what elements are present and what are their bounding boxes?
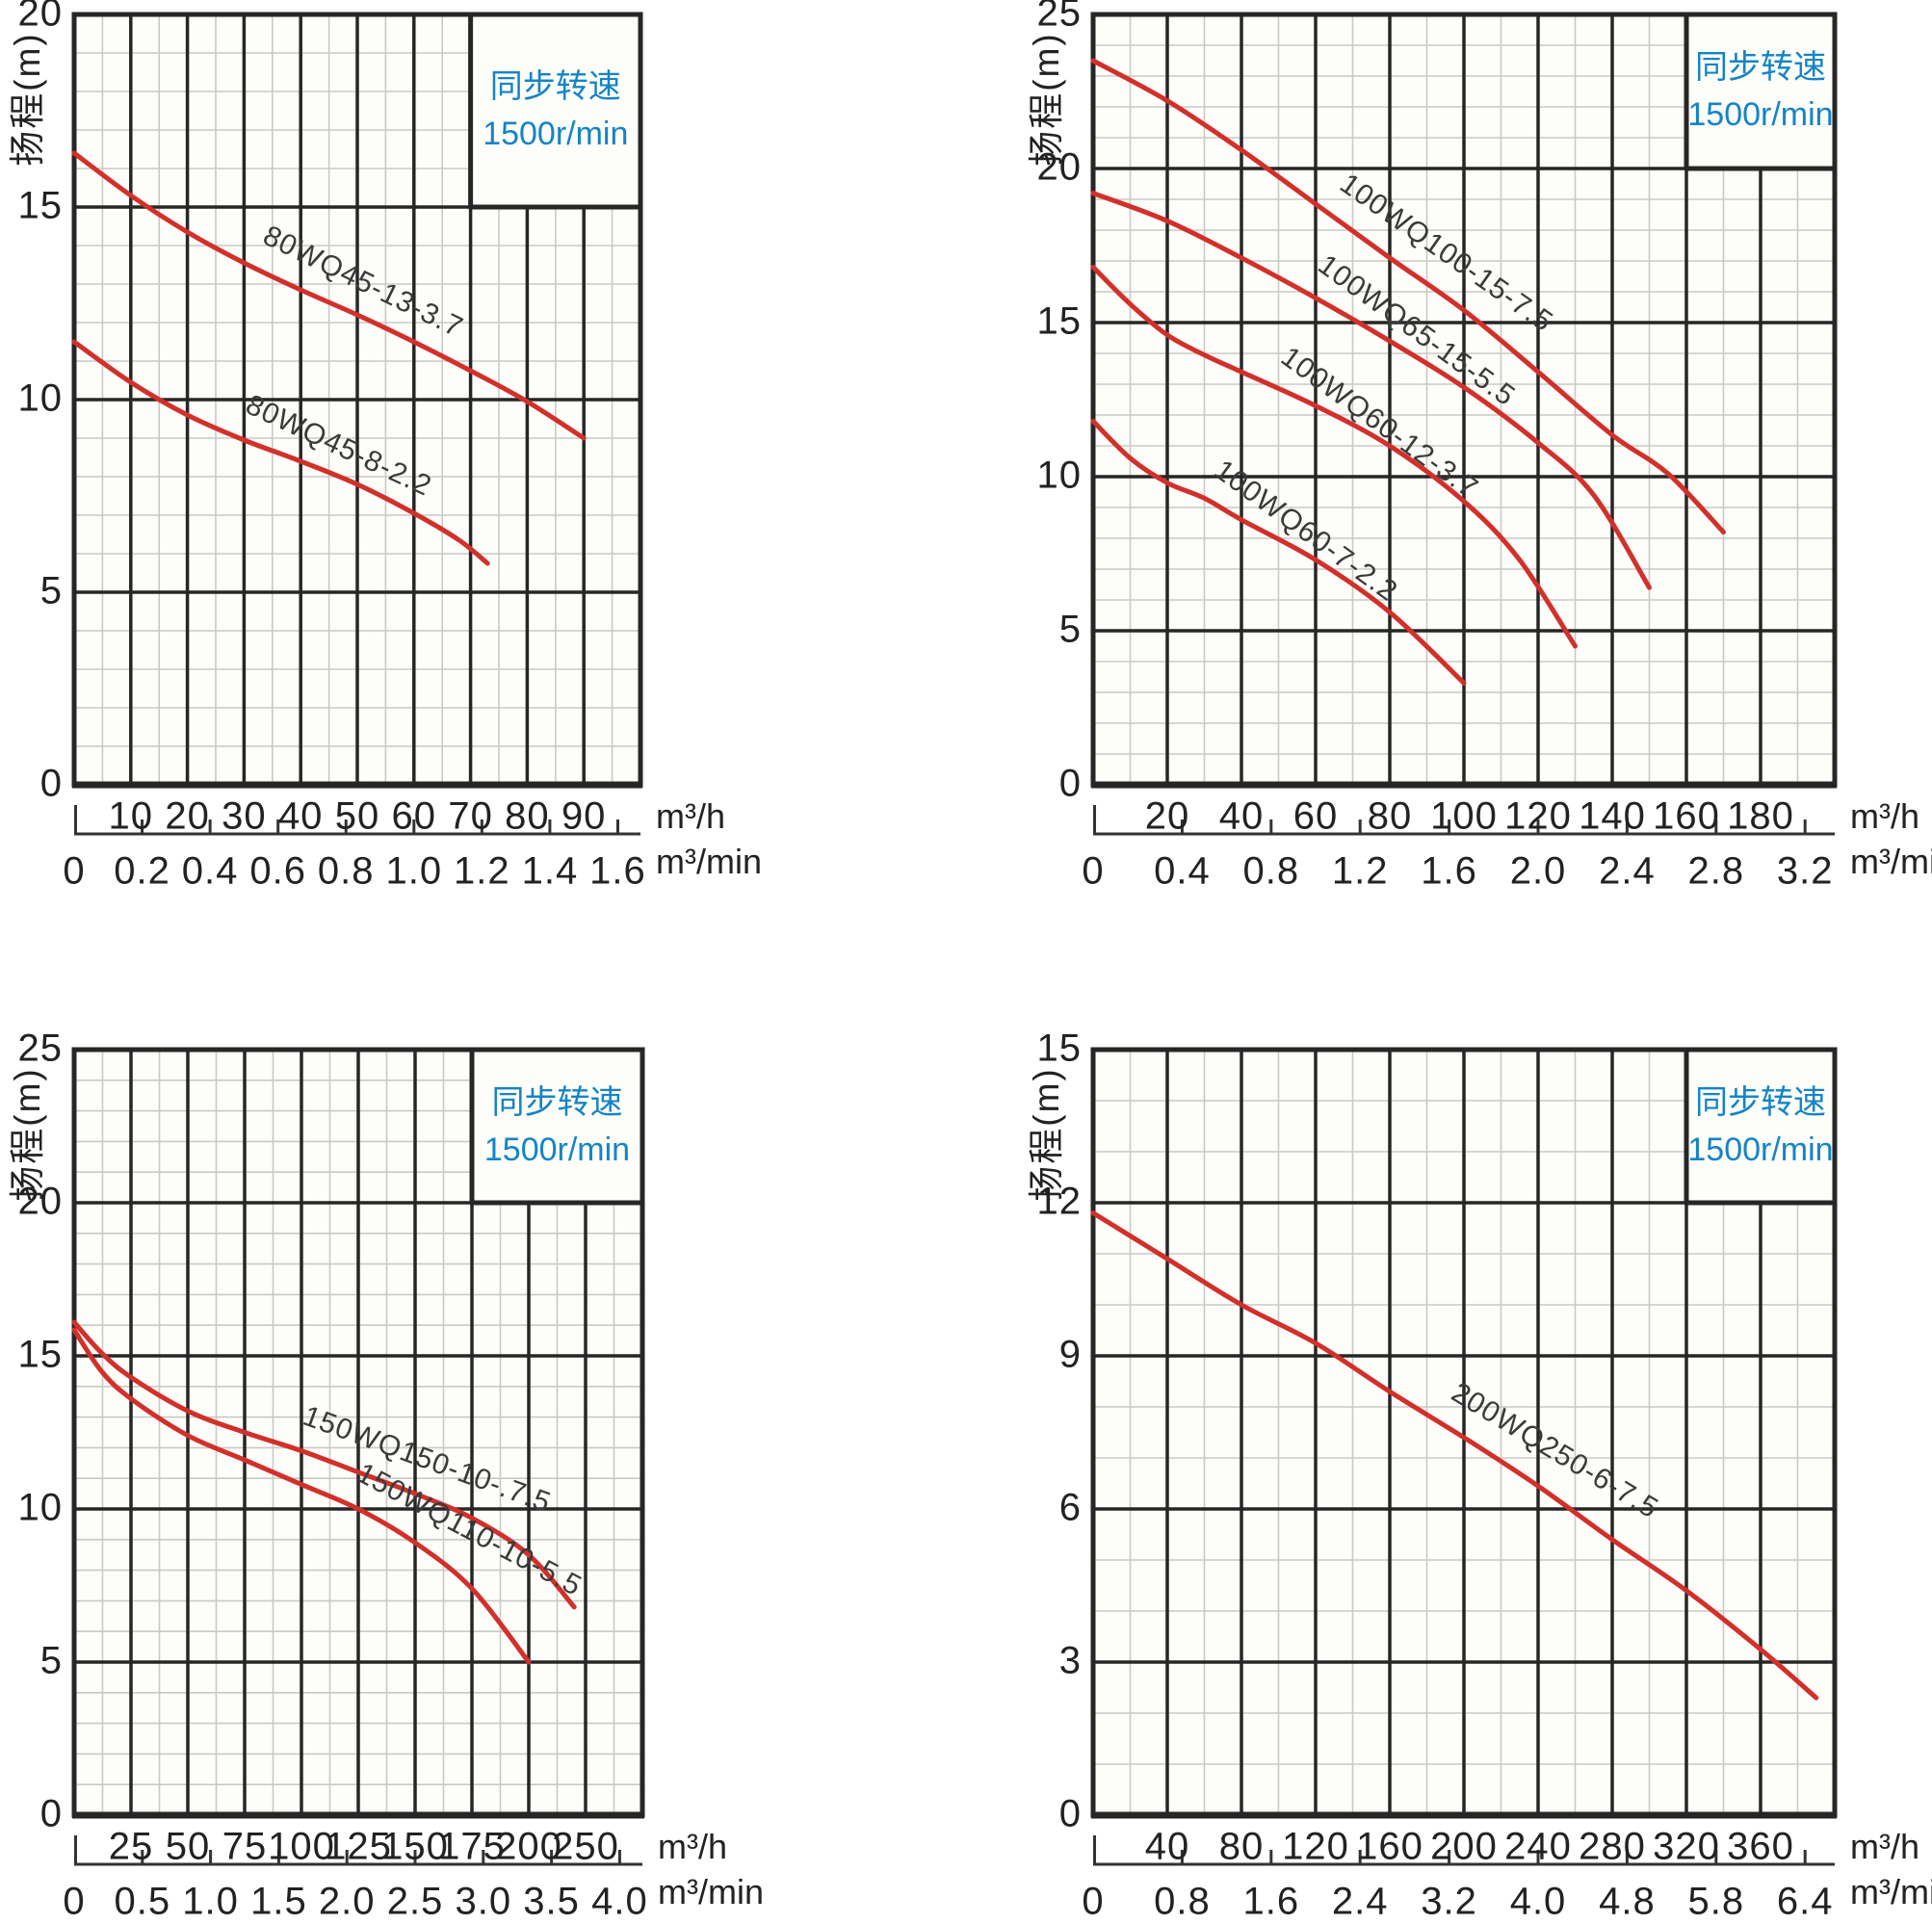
head-flow-chart-2: 100WQ100-15-7.5100WQ65-15-5.5100WQ60-12-…	[1090, 12, 1838, 836]
curve-100WQ60-7-2.2	[1090, 418, 1467, 686]
curve-100WQ65-15-5.5	[1090, 191, 1652, 590]
curve-100WQ60-12-3.7	[1090, 264, 1578, 649]
speed-box	[1686, 14, 1835, 169]
speed-box	[1686, 1050, 1835, 1203]
curve-200WQ250-6-7.5	[1090, 1210, 1819, 1701]
curve-80WQ45-13-3.7	[71, 150, 587, 441]
curve-100WQ100-15-7.5	[1090, 58, 1726, 535]
curve-150WQ150-10-.7.5	[71, 1319, 577, 1610]
head-flow-chart-4: 200WQ250-6-7.5	[1090, 1047, 1838, 1866]
speed-box	[472, 1050, 642, 1203]
curve-80WQ45-8-2.2	[71, 339, 490, 566]
curve-150WQ110-10-5.5	[71, 1327, 532, 1665]
speed-box	[470, 14, 640, 207]
